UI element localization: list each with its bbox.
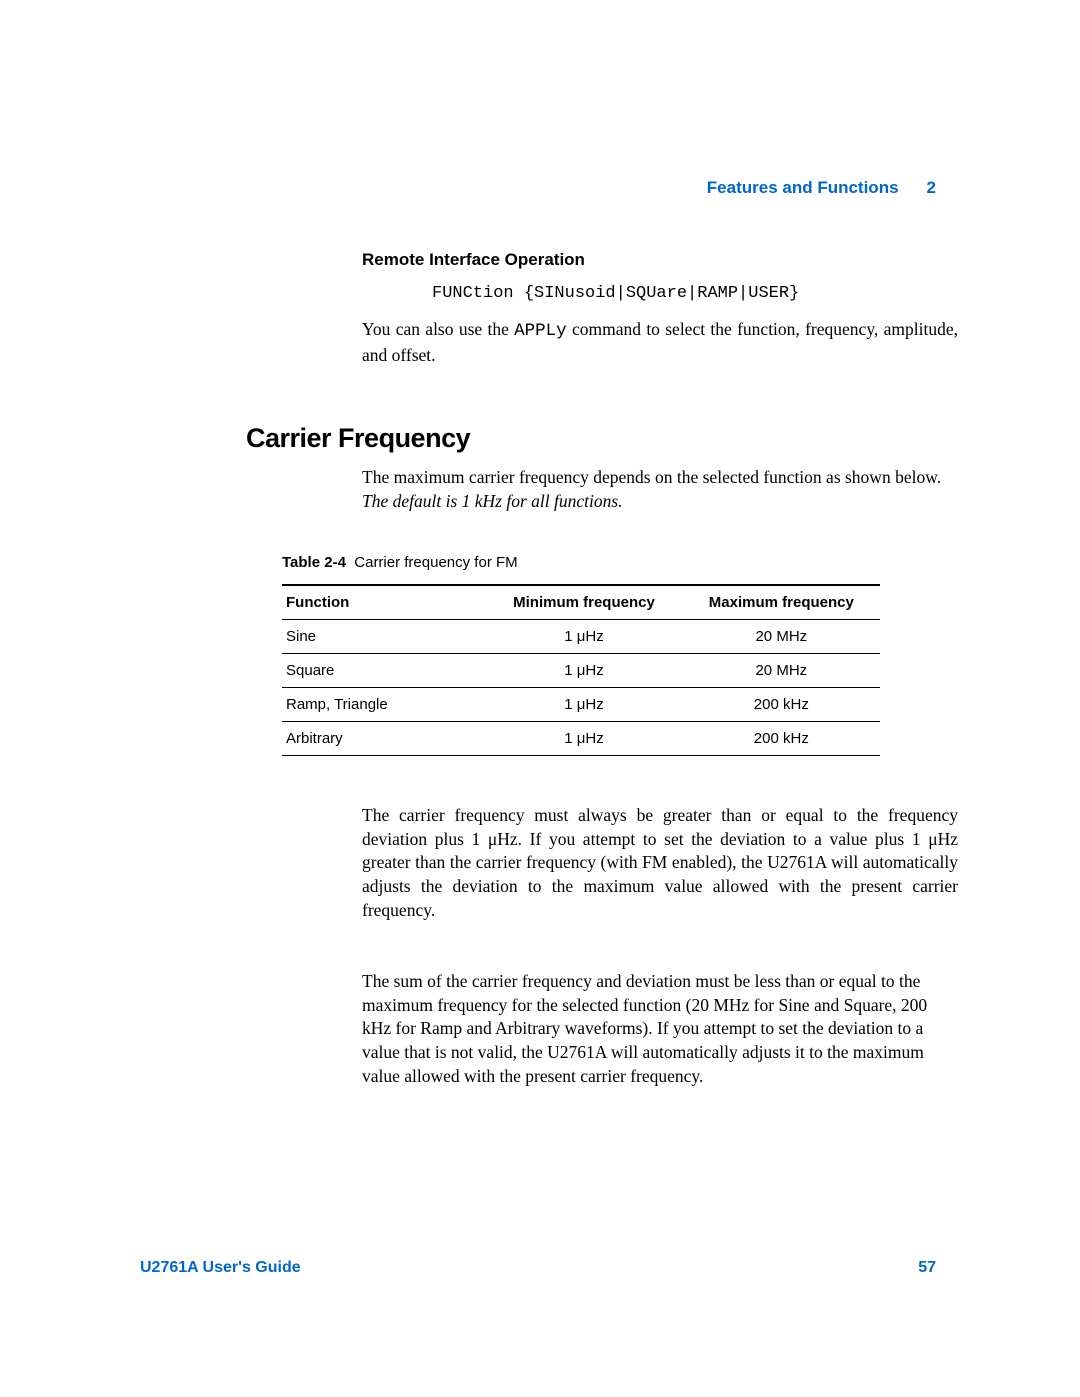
table-cell: 200 kHz — [683, 722, 880, 756]
heading-carrier-frequency: Carrier Frequency — [246, 423, 470, 454]
section-heading-remote-interface: Remote Interface Operation — [362, 250, 585, 270]
footer-guide-title: U2761A User's Guide — [140, 1259, 301, 1277]
header-chapter-number: 2 — [927, 178, 936, 197]
table-cell: 20 MHz — [683, 654, 880, 688]
paragraph-deviation-rule-1: The carrier frequency must always be gre… — [362, 804, 958, 922]
table-row: Ramp, Triangle 1 μHz 200 kHz — [282, 688, 880, 722]
paragraph-apply-command: You can also use the APPLy command to se… — [362, 318, 958, 367]
paragraph-deviation-rule-2: The sum of the carrier frequency and dev… — [362, 970, 958, 1088]
table-cell: 1 μHz — [485, 654, 682, 688]
table-header-row: Function Minimum frequency Maximum frequ… — [282, 585, 880, 620]
table-row: Arbitrary 1 μHz 200 kHz — [282, 722, 880, 756]
table-cell: 1 μHz — [485, 620, 682, 654]
text-italic-default: The default is 1 kHz for all functions. — [362, 491, 623, 511]
code-function-syntax: FUNCtion {SINusoid|SQUare|RAMP|USER} — [432, 284, 799, 303]
table-row: Sine 1 μHz 20 MHz — [282, 620, 880, 654]
table-header-cell: Function — [282, 585, 485, 620]
table-header-cell: Minimum frequency — [485, 585, 682, 620]
table-number: Table 2-4 — [282, 554, 346, 571]
table-cell: Ramp, Triangle — [282, 688, 485, 722]
text-fragment: The maximum carrier frequency depends on… — [362, 467, 941, 487]
table-cell: 1 μHz — [485, 688, 682, 722]
inline-code-apply: APPLy — [514, 321, 567, 341]
table-caption: Table 2-4 Carrier frequency for FM — [282, 554, 518, 571]
table-title: Carrier frequency for FM — [354, 554, 517, 571]
footer-page-number: 57 — [918, 1259, 936, 1277]
table-cell: Sine — [282, 620, 485, 654]
table-row: Square 1 μHz 20 MHz — [282, 654, 880, 688]
table-cell: 200 kHz — [683, 688, 880, 722]
table-cell: 20 MHz — [683, 620, 880, 654]
table-cell: Arbitrary — [282, 722, 485, 756]
header-chapter-title: Features and Functions — [707, 178, 899, 197]
table-cell: 1 μHz — [485, 722, 682, 756]
paragraph-carrier-intro: The maximum carrier frequency depends on… — [362, 466, 958, 513]
table-header-cell: Maximum frequency — [683, 585, 880, 620]
table-cell: Square — [282, 654, 485, 688]
text-fragment: You can also use the — [362, 319, 514, 339]
table-carrier-frequency: Function Minimum frequency Maximum frequ… — [282, 584, 880, 756]
page-header: Features and Functions 2 — [707, 178, 936, 198]
